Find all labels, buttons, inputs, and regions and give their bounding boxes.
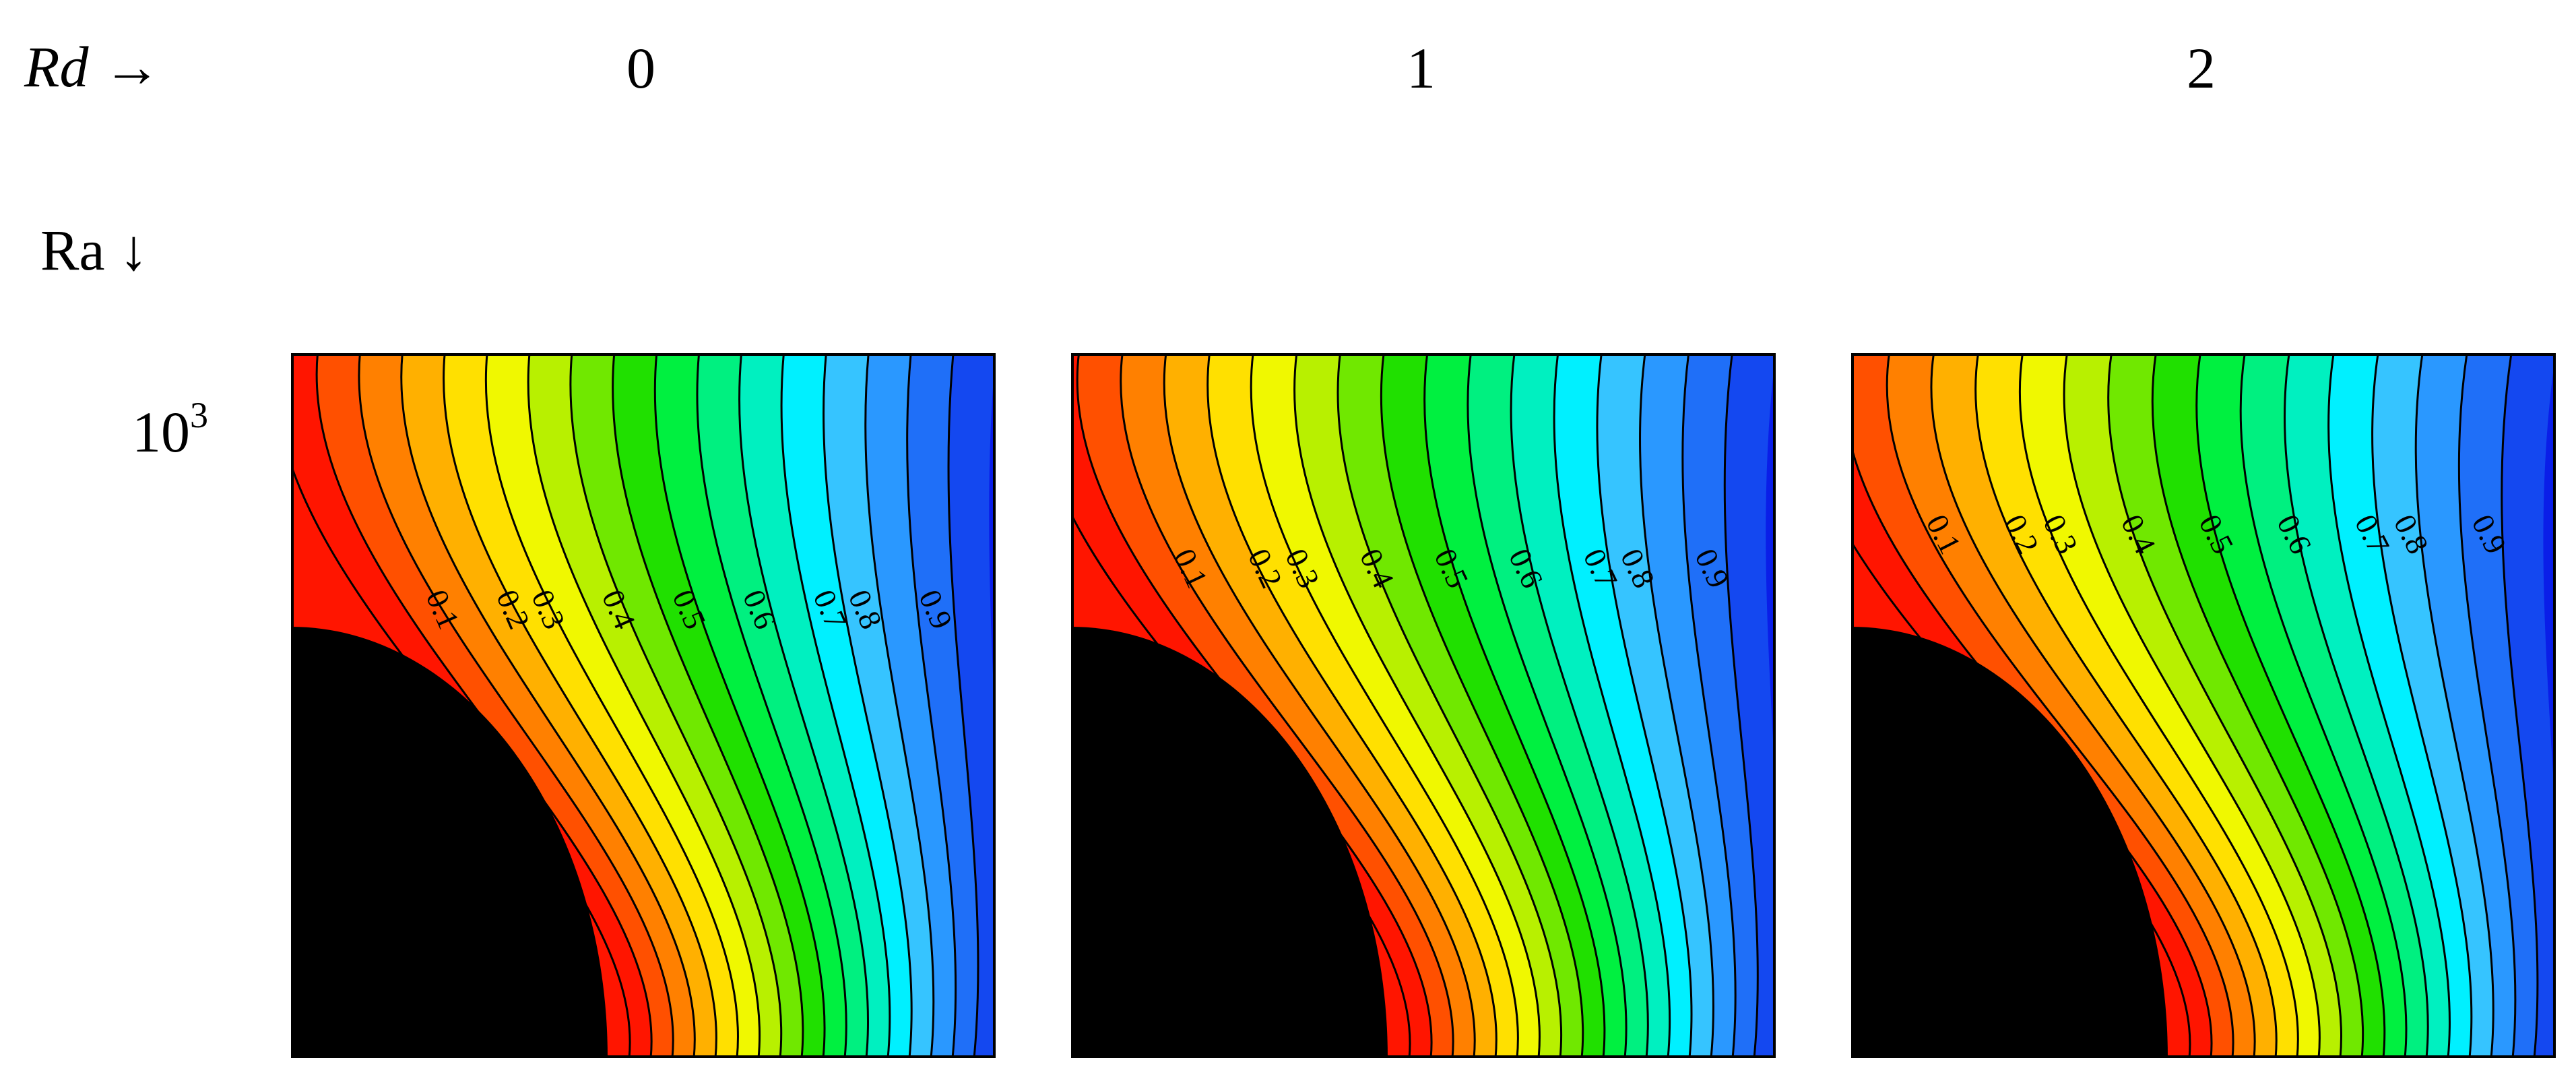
panel-frame [1071,353,1776,1058]
isotherm-line [1250,353,1519,1058]
ra-symbol: Ra [40,218,105,282]
ra-axis-label: Ra ↓ [40,221,148,279]
isotherm-band [1725,353,1776,1058]
isotherm-line [1974,353,2278,1058]
panel-frame [291,353,996,1058]
isotherm-band [2543,353,2556,1058]
isotherm-line [400,353,696,1058]
isotherm-line [612,353,804,1058]
isotherm-line [358,353,674,1058]
isotherm-line [1510,353,1649,1058]
isotherm-line [2457,353,2517,1058]
isotherm-panel-rd-1: 0.90.80.70.60.50.40.30.20.1 [1071,353,1776,1058]
isotherm-line [2195,353,2386,1058]
isotherm-line [2414,353,2494,1058]
isotherm-line [653,353,826,1058]
isotherm-line [822,353,913,1058]
isotherm-line [527,353,761,1058]
heated-cylinder [291,627,608,1058]
isotherm-line [2018,353,2299,1058]
isotherm-panel-rd-2: 0.90.80.70.60.50.40.30.20.1 [1851,353,2556,1058]
panel-frame [1851,353,2556,1058]
isotherm-line [2327,353,2451,1058]
isotherm-panel-rd-0: 0.90.80.70.60.50.40.30.20.1 [291,353,996,1058]
isotherm-line [2063,353,2321,1058]
isotherm-line [1380,353,1584,1058]
isotherm-line [947,353,979,1058]
row-exponent: 3 [190,395,208,435]
isotherm-line [2371,353,2473,1058]
ra-arrow: ↓ [119,218,149,282]
isotherm-line [484,353,739,1058]
isotherm-line [780,353,891,1058]
isotherm-line [2501,353,2539,1058]
isotherm-line [2151,353,2364,1058]
isotherm-line [1723,353,1759,1058]
isotherm-line [1596,353,1693,1058]
isotherm-line [1553,353,1671,1058]
isotherm-band [948,353,996,1058]
isotherm-line [1163,353,1476,1058]
isotherm-line [1639,353,1714,1058]
isotherm-line [1681,353,1737,1058]
isotherm-line [1467,353,1628,1058]
isotherm-line [1337,353,1563,1058]
rd-symbol: Rd [24,34,89,99]
heated-cylinder [1851,627,2168,1058]
column-header-1: 1 [1407,36,1436,100]
isotherm-line [2239,353,2408,1058]
isotherm-line [1293,353,1541,1058]
rd-axis-label: Rd → [24,38,161,96]
isotherm-line [1930,353,2256,1058]
heated-cylinder [1071,627,1388,1058]
isotherm-line [864,353,935,1058]
isotherm-band [2501,353,2556,1058]
isotherm-line [696,353,847,1058]
row-header-ra: 103 [132,397,208,464]
isotherm-line [569,353,783,1058]
column-header-0: 0 [626,36,655,100]
isotherm-line [906,353,957,1058]
isotherm-line [1886,353,2234,1058]
isotherm-line [1120,353,1454,1058]
isotherm-line [2107,353,2342,1058]
isotherm-line [443,353,717,1058]
row-base: 10 [132,400,190,464]
column-header-2: 2 [2187,36,2216,100]
isotherm-line [1206,353,1498,1058]
rd-arrow: → [103,34,162,99]
isotherm-line [1423,353,1606,1058]
isotherm-line [738,353,870,1058]
isotherm-line [2283,353,2429,1058]
